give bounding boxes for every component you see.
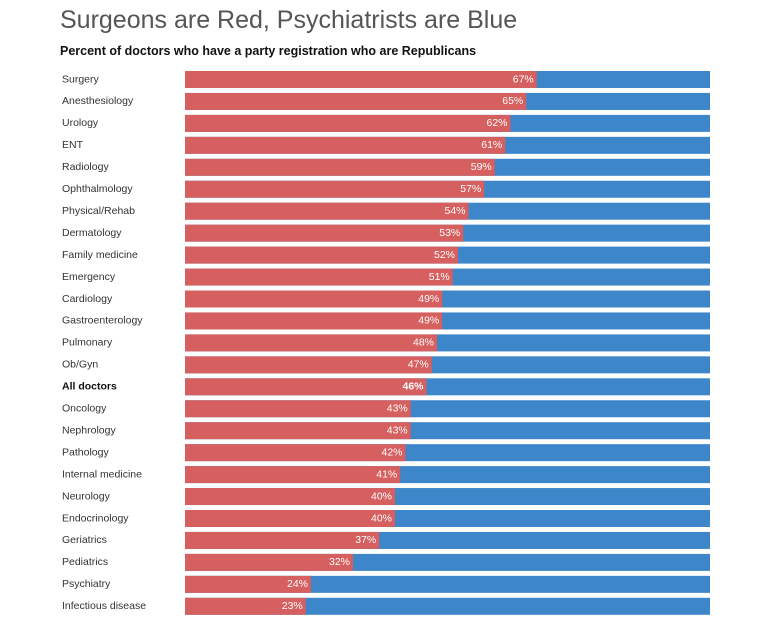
republican-bar [185, 312, 443, 330]
value-label: 57% [460, 183, 481, 195]
category-label: Ophthalmology [62, 183, 133, 195]
republican-bar [185, 510, 395, 527]
category-label: Neurology [62, 490, 111, 502]
value-label: 48% [413, 337, 434, 349]
republican-bar [185, 268, 453, 286]
category-label: Infectious disease [62, 600, 146, 612]
value-label: 67% [513, 73, 534, 85]
category-label: Physical/Rehab [62, 205, 135, 217]
republican-bar [185, 202, 469, 220]
value-label: 54% [444, 205, 465, 217]
category-label: Geriatrics [62, 534, 107, 546]
value-label: 65% [502, 95, 523, 107]
republican-bar [185, 553, 353, 571]
category-label: Urology [62, 117, 99, 129]
value-label: 41% [376, 468, 397, 480]
category-label: Surgery [62, 73, 100, 85]
republican-bar [185, 71, 537, 88]
category-label: Nephrology [62, 424, 116, 436]
category-label: Endocrinology [62, 512, 129, 524]
value-label: 52% [434, 249, 455, 261]
category-label: Family medicine [62, 249, 138, 261]
value-label: 43% [387, 403, 408, 415]
value-label: 23% [282, 600, 303, 612]
category-label: Emergency [62, 271, 116, 283]
republican-bar [185, 92, 527, 110]
category-label: All doctors [62, 381, 117, 393]
republican-bar [185, 422, 411, 440]
value-label: 49% [418, 315, 439, 327]
category-label: Cardiology [62, 293, 113, 305]
value-label: 40% [371, 512, 392, 524]
republican-bar [185, 488, 395, 506]
republican-bar [185, 378, 427, 396]
republican-bar [185, 334, 437, 352]
democrat-bar [185, 597, 710, 615]
value-label: 42% [381, 446, 402, 458]
value-label: 46% [402, 381, 424, 393]
value-label: 59% [471, 161, 492, 173]
republican-bar [185, 246, 458, 264]
republican-bar [185, 444, 406, 462]
category-label: Pediatrics [62, 556, 108, 568]
category-label: Gastroenterology [62, 315, 143, 327]
value-label: 62% [486, 117, 507, 129]
value-label: 43% [387, 424, 408, 436]
value-label: 37% [355, 534, 376, 546]
value-label: 51% [429, 271, 450, 283]
republican-bar [185, 136, 506, 154]
category-label: Pulmonary [62, 337, 113, 349]
value-label: 49% [418, 293, 439, 305]
chart-subtitle: Percent of doctors who have a party regi… [60, 44, 477, 58]
republican-bar [185, 224, 464, 242]
republican-bar [185, 158, 495, 176]
category-label: Dermatology [62, 227, 122, 239]
category-label: Oncology [62, 403, 107, 415]
category-label: Pathology [62, 446, 109, 458]
category-label: Ob/Gyn [62, 359, 98, 371]
value-label: 40% [371, 490, 392, 502]
republican-bar [185, 575, 311, 593]
value-label: 47% [408, 359, 429, 371]
value-label: 61% [481, 139, 502, 151]
category-label: Internal medicine [62, 468, 142, 480]
category-label: Psychiatry [62, 578, 111, 590]
value-label: 24% [287, 578, 308, 590]
category-label: ENT [62, 139, 84, 151]
republican-bar [185, 180, 485, 198]
chart-title: Surgeons are Red, Psychiatrists are Blue [60, 6, 518, 34]
category-label: Radiology [62, 161, 109, 173]
republican-bar [185, 114, 511, 132]
republican-bar [185, 290, 443, 308]
value-label: 53% [439, 227, 460, 239]
republican-bar [185, 597, 306, 615]
republican-bar [185, 531, 380, 549]
democrat-bar [185, 575, 710, 593]
value-label: 32% [329, 556, 350, 568]
category-label: Anesthesiology [62, 95, 134, 107]
republican-bar [185, 400, 411, 418]
republican-bar [185, 466, 401, 484]
republican-bar [185, 356, 432, 374]
